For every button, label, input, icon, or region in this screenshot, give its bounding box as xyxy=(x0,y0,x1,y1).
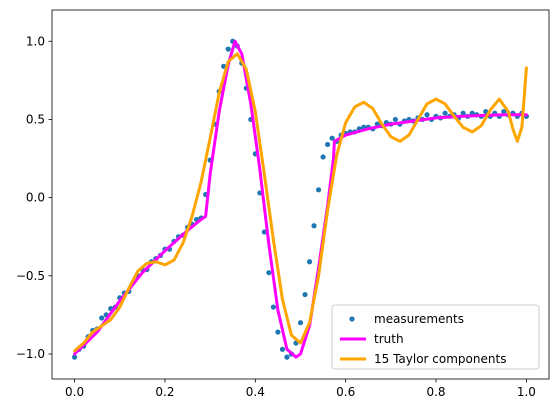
series-truth xyxy=(73,39,528,359)
measurement-point xyxy=(424,112,430,118)
legend-box xyxy=(331,304,540,370)
measurement-point xyxy=(501,109,507,115)
measurement-point xyxy=(275,329,281,335)
x-tick-label: 0.6 xyxy=(336,385,355,399)
measurement-point xyxy=(225,46,231,52)
x-tick-label: 0.0 xyxy=(65,385,84,399)
measurement-point xyxy=(329,135,335,141)
measurement-point xyxy=(325,141,331,148)
measurement-point xyxy=(306,259,313,265)
y-tick-label: −1.0 xyxy=(16,347,45,361)
measurement-point xyxy=(284,354,290,360)
legend-label: truth xyxy=(374,332,404,346)
legend: measurements truth 15 Taylor components xyxy=(331,304,540,370)
measurement-point xyxy=(442,110,448,116)
series-line xyxy=(73,39,528,359)
measurement-point xyxy=(99,315,105,321)
measurement-point xyxy=(71,354,78,360)
series-layer xyxy=(71,38,530,360)
measurement-point xyxy=(279,346,286,352)
series-line xyxy=(73,52,528,353)
x-axis: 0.0 0.2 0.4 0.6 0.8 1.0 xyxy=(65,379,536,399)
measurement-point xyxy=(261,229,267,235)
y-tick-label: 0.5 xyxy=(26,112,45,126)
measurement-point xyxy=(270,304,276,310)
measurement-point xyxy=(266,270,272,276)
measurement-point xyxy=(302,291,308,298)
x-tick-label: 1.0 xyxy=(517,385,536,399)
measurement-point xyxy=(311,223,317,229)
legend-entry: measurements xyxy=(349,312,464,326)
measurement-point xyxy=(297,320,304,326)
measurement-point xyxy=(460,110,466,116)
x-tick-label: 0.2 xyxy=(155,385,174,399)
y-axis: −1.0 −0.5 0.0 0.5 1.0 xyxy=(16,34,52,361)
legend-label: 15 Taylor components xyxy=(374,352,506,366)
measurement-point xyxy=(320,154,326,160)
x-tick-label: 0.4 xyxy=(246,385,265,399)
y-tick-label: 0.0 xyxy=(26,191,45,205)
measurement-point xyxy=(315,187,322,193)
legend-entry: truth xyxy=(340,332,404,346)
series-15-taylor-components xyxy=(73,52,528,353)
y-tick-label: 1.0 xyxy=(26,34,45,48)
plot-frame xyxy=(51,9,550,380)
legend-marker xyxy=(349,316,355,322)
measurement-point xyxy=(392,116,398,123)
legend-label: measurements xyxy=(374,312,464,326)
legend-entry: 15 Taylor components xyxy=(340,352,506,366)
y-tick-label: −0.5 xyxy=(16,269,45,283)
x-tick-label: 0.8 xyxy=(426,385,445,399)
